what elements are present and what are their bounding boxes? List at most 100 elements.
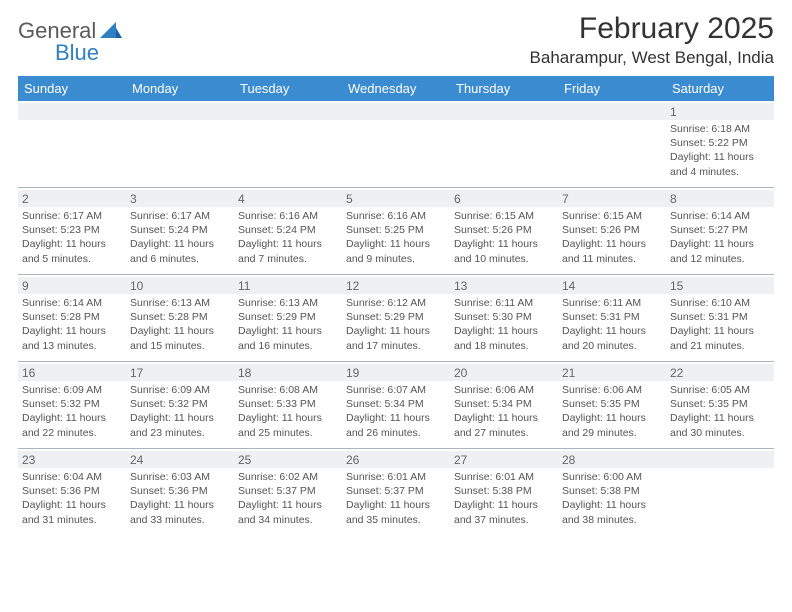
daylight-text: and 33 minutes.	[130, 513, 230, 527]
sunset-text: Sunset: 5:32 PM	[22, 397, 122, 411]
daylight-text: and 23 minutes.	[130, 426, 230, 440]
daylight-text: Daylight: 11 hours	[562, 498, 662, 512]
daylight-text: and 12 minutes.	[670, 252, 770, 266]
day-cell: 8Sunrise: 6:14 AMSunset: 5:27 PMDaylight…	[666, 188, 774, 274]
day-cell: 2Sunrise: 6:17 AMSunset: 5:23 PMDaylight…	[18, 188, 126, 274]
sunrise-text: Sunrise: 6:11 AM	[454, 296, 554, 310]
daylight-text: and 38 minutes.	[562, 513, 662, 527]
daylight-text: Daylight: 11 hours	[454, 411, 554, 425]
day-cell: 18Sunrise: 6:08 AMSunset: 5:33 PMDayligh…	[234, 362, 342, 448]
daylight-text: and 16 minutes.	[238, 339, 338, 353]
daylight-text: Daylight: 11 hours	[238, 237, 338, 251]
sunset-text: Sunset: 5:26 PM	[562, 223, 662, 237]
daylight-text: and 30 minutes.	[670, 426, 770, 440]
sunrise-text: Sunrise: 6:15 AM	[454, 209, 554, 223]
logo-text-blue: Blue	[55, 40, 99, 66]
daylight-text: and 26 minutes.	[346, 426, 446, 440]
sunset-text: Sunset: 5:34 PM	[346, 397, 446, 411]
day-cell: 17Sunrise: 6:09 AMSunset: 5:32 PMDayligh…	[126, 362, 234, 448]
sunrise-text: Sunrise: 6:06 AM	[562, 383, 662, 397]
day-cell: 4Sunrise: 6:16 AMSunset: 5:24 PMDaylight…	[234, 188, 342, 274]
sunrise-text: Sunrise: 6:07 AM	[346, 383, 446, 397]
day-cell: 11Sunrise: 6:13 AMSunset: 5:29 PMDayligh…	[234, 275, 342, 361]
sunrise-text: Sunrise: 6:05 AM	[670, 383, 770, 397]
sunset-text: Sunset: 5:35 PM	[670, 397, 770, 411]
day-number	[558, 103, 666, 120]
day-number: 6	[450, 190, 558, 207]
daylight-text: Daylight: 11 hours	[238, 498, 338, 512]
daylight-text: Daylight: 11 hours	[562, 324, 662, 338]
triangle-icon	[100, 20, 122, 43]
daylight-text: and 31 minutes.	[22, 513, 122, 527]
sunset-text: Sunset: 5:31 PM	[562, 310, 662, 324]
week-row: 23Sunrise: 6:04 AMSunset: 5:36 PMDayligh…	[18, 449, 774, 535]
sunrise-text: Sunrise: 6:02 AM	[238, 470, 338, 484]
sunset-text: Sunset: 5:32 PM	[130, 397, 230, 411]
sunset-text: Sunset: 5:33 PM	[238, 397, 338, 411]
sunset-text: Sunset: 5:27 PM	[670, 223, 770, 237]
sunset-text: Sunset: 5:29 PM	[346, 310, 446, 324]
sunset-text: Sunset: 5:25 PM	[346, 223, 446, 237]
header: General February 2025 Baharampur, West B…	[18, 12, 774, 68]
sunset-text: Sunset: 5:37 PM	[346, 484, 446, 498]
daylight-text: and 9 minutes.	[346, 252, 446, 266]
sunrise-text: Sunrise: 6:17 AM	[22, 209, 122, 223]
day-number: 23	[18, 451, 126, 468]
daylight-text: and 10 minutes.	[454, 252, 554, 266]
sunset-text: Sunset: 5:38 PM	[562, 484, 662, 498]
daylight-text: Daylight: 11 hours	[670, 411, 770, 425]
daylight-text: Daylight: 11 hours	[562, 237, 662, 251]
day-cell	[126, 101, 234, 187]
day-number: 22	[666, 364, 774, 381]
day-number: 21	[558, 364, 666, 381]
day-cell: 26Sunrise: 6:01 AMSunset: 5:37 PMDayligh…	[342, 449, 450, 535]
sunset-text: Sunset: 5:26 PM	[454, 223, 554, 237]
daylight-text: Daylight: 11 hours	[346, 324, 446, 338]
day-number	[666, 451, 774, 468]
day-number: 9	[18, 277, 126, 294]
daylight-text: and 4 minutes.	[670, 165, 770, 179]
daylight-text: and 29 minutes.	[562, 426, 662, 440]
daylight-text: and 20 minutes.	[562, 339, 662, 353]
daylight-text: and 15 minutes.	[130, 339, 230, 353]
daylight-text: and 35 minutes.	[346, 513, 446, 527]
sunrise-text: Sunrise: 6:08 AM	[238, 383, 338, 397]
day-cell: 14Sunrise: 6:11 AMSunset: 5:31 PMDayligh…	[558, 275, 666, 361]
day-number	[342, 103, 450, 120]
daylight-text: and 18 minutes.	[454, 339, 554, 353]
sunset-text: Sunset: 5:22 PM	[670, 136, 770, 150]
sunrise-text: Sunrise: 6:09 AM	[130, 383, 230, 397]
day-cell: 25Sunrise: 6:02 AMSunset: 5:37 PMDayligh…	[234, 449, 342, 535]
day-number: 15	[666, 277, 774, 294]
day-header-row: Sunday Monday Tuesday Wednesday Thursday…	[18, 76, 774, 101]
day-header-fri: Friday	[558, 76, 666, 101]
sunset-text: Sunset: 5:24 PM	[130, 223, 230, 237]
week-row: 9Sunrise: 6:14 AMSunset: 5:28 PMDaylight…	[18, 275, 774, 362]
day-number: 27	[450, 451, 558, 468]
sunrise-text: Sunrise: 6:01 AM	[346, 470, 446, 484]
sunrise-text: Sunrise: 6:10 AM	[670, 296, 770, 310]
day-number: 1	[666, 103, 774, 120]
day-cell: 7Sunrise: 6:15 AMSunset: 5:26 PMDaylight…	[558, 188, 666, 274]
sunset-text: Sunset: 5:28 PM	[22, 310, 122, 324]
sunrise-text: Sunrise: 6:15 AM	[562, 209, 662, 223]
daylight-text: and 11 minutes.	[562, 252, 662, 266]
day-cell	[18, 101, 126, 187]
day-cell: 24Sunrise: 6:03 AMSunset: 5:36 PMDayligh…	[126, 449, 234, 535]
sunset-text: Sunset: 5:24 PM	[238, 223, 338, 237]
sunset-text: Sunset: 5:36 PM	[22, 484, 122, 498]
day-number: 4	[234, 190, 342, 207]
sunset-text: Sunset: 5:35 PM	[562, 397, 662, 411]
daylight-text: Daylight: 11 hours	[670, 237, 770, 251]
day-cell: 1Sunrise: 6:18 AMSunset: 5:22 PMDaylight…	[666, 101, 774, 187]
sunrise-text: Sunrise: 6:16 AM	[346, 209, 446, 223]
daylight-text: Daylight: 11 hours	[238, 324, 338, 338]
daylight-text: and 13 minutes.	[22, 339, 122, 353]
day-number	[450, 103, 558, 120]
sunset-text: Sunset: 5:34 PM	[454, 397, 554, 411]
daylight-text: and 7 minutes.	[238, 252, 338, 266]
sunset-text: Sunset: 5:36 PM	[130, 484, 230, 498]
daylight-text: Daylight: 11 hours	[346, 237, 446, 251]
day-number: 11	[234, 277, 342, 294]
day-number: 12	[342, 277, 450, 294]
